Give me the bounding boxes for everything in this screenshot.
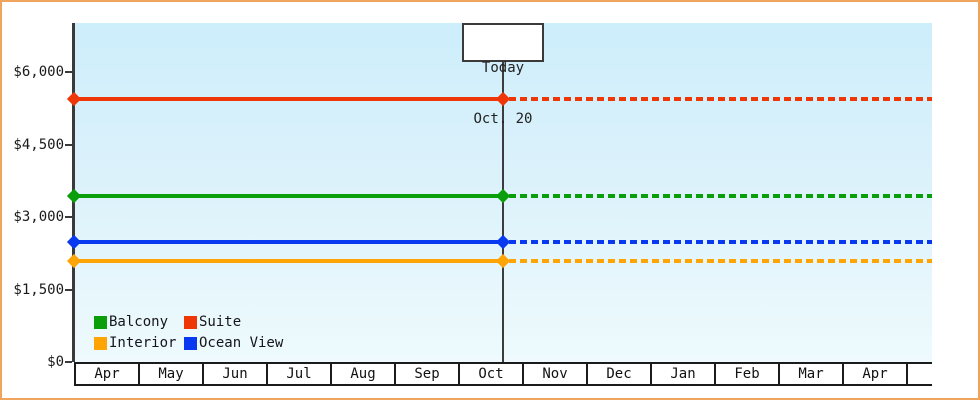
series-ocean-view-dashed-line	[509, 240, 932, 245]
x-axis-month-band: Apr May Jun Jul Aug Sep Oct Nov Dec Jan Feb Mar Apr	[74, 362, 932, 386]
legend: Balcony Suite Interior Ocean View	[94, 314, 284, 351]
y-tick-mark	[65, 71, 72, 73]
month-cell-jan-9: Jan	[650, 364, 714, 384]
y-tick-mark	[65, 216, 72, 218]
month-cell-empty	[906, 364, 932, 384]
month-cell-apr-12: Apr	[842, 364, 906, 384]
today-date: Oct. 20	[473, 111, 533, 127]
series-suite-dashed-line	[509, 97, 932, 102]
today-label: Today	[481, 60, 525, 76]
legend-item-suite: Suite	[184, 314, 283, 330]
legend-item-ocean-view: Ocean View	[184, 335, 284, 351]
month-cell-jun-2: Jun	[202, 364, 266, 384]
legend-swatch-interior	[94, 336, 107, 350]
today-vertical-line	[502, 62, 504, 362]
month-cell-feb-10: Feb	[714, 364, 778, 384]
series-balcony-solid-line	[74, 193, 503, 198]
y-tick-label-3000: $3,000	[13, 209, 64, 225]
y-tick-label-0: $0	[47, 354, 64, 370]
month-cell-sep-5: Sep	[394, 364, 458, 384]
series-balcony-dashed-line	[509, 193, 932, 198]
month-cell-dec-8: Dec	[586, 364, 650, 384]
y-tick-label-4500: $4,500	[13, 136, 64, 153]
month-cell-mar-11: Mar	[778, 364, 842, 384]
today-marker-box: Today Oct. 20	[462, 23, 544, 127]
y-tick-label-1500: $1,500	[13, 281, 64, 298]
y-tick-mark	[65, 361, 72, 363]
month-cell-nov-7: Nov	[522, 364, 586, 384]
legend-item-interior: Interior	[94, 335, 184, 351]
legend-item-balcony: Balcony	[94, 314, 184, 330]
y-tick-mark	[65, 143, 72, 146]
y-tick-mark	[65, 288, 72, 291]
month-cell-may-1: May	[138, 364, 202, 384]
month-cell-jul-3: Jul	[266, 364, 330, 384]
series-interior-solid-line	[74, 258, 503, 263]
legend-swatch-suite	[184, 315, 197, 329]
month-cell-oct-6: Oct	[458, 364, 522, 384]
legend-label: Interior	[109, 335, 177, 351]
series-ocean-view-solid-line	[74, 240, 503, 245]
legend-label: Ocean View	[199, 335, 284, 351]
legend-swatch-ocean-view	[184, 336, 197, 350]
month-cell-aug-4: Aug	[330, 364, 394, 384]
month-cell-apr-0: Apr	[74, 364, 138, 384]
series-interior-dashed-line	[509, 258, 932, 263]
legend-swatch-balcony	[94, 315, 107, 329]
y-tick-label-6000: $6,000	[13, 64, 64, 80]
legend-label: Balcony	[109, 314, 169, 330]
legend-label: Suite	[199, 314, 242, 330]
series-suite-solid-line	[74, 97, 503, 102]
